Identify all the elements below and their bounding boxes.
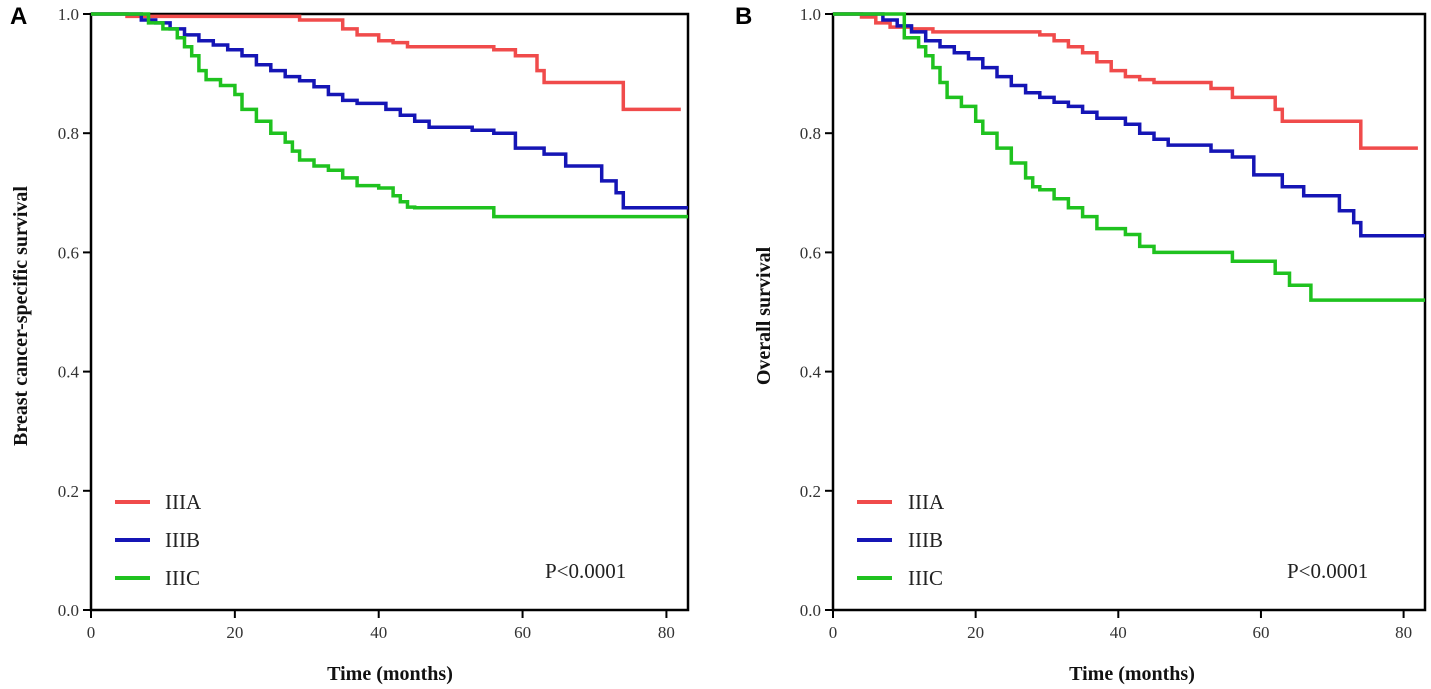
- panel-a-y-tick-label: 0.2: [58, 482, 79, 501]
- panel-b-curve-iiib: [833, 12, 1425, 238]
- panel-a-x-axis-title: Time (months): [327, 663, 453, 685]
- panel-a-axes: 0 20 40 60 80 0.0 0.2 0.4 0.6 0.8 1.0: [58, 5, 690, 642]
- panel-a-legend: IIIA IIIB IIIC: [115, 490, 202, 590]
- panel-b-y-tick-label: 0.2: [800, 482, 821, 501]
- panel-b-y-tick-label: 0.8: [800, 124, 821, 143]
- panel-a-x-tick-label: 20: [226, 623, 243, 642]
- panel-b-legend-label-iiia: IIIA: [908, 490, 945, 514]
- panel-a-y-tick-label: 0.4: [58, 363, 80, 382]
- panel-a-label: A: [10, 3, 27, 30]
- panel-a-plot-frame: [89, 12, 690, 612]
- panel-b-curves: [833, 12, 1425, 302]
- panel-a: A 0 20 40 60 80 0.0 0.2 0.4 0.6 0.8 1.0 Time (mont…: [10, 3, 690, 685]
- panel-b-plot-frame: [831, 12, 1427, 612]
- panel-b-x-tick-label: 20: [967, 623, 984, 642]
- panel-b-y-tick-label: 0.4: [800, 363, 822, 382]
- panel-a-y-tick-label: 1.0: [58, 5, 79, 24]
- panel-a-x-tick-label: 60: [514, 623, 531, 642]
- panel-b-x-tick-label: 40: [1110, 623, 1127, 642]
- panel-b-y-tick-label: 0.0: [800, 601, 821, 620]
- panel-a-curve-iiib: [91, 12, 688, 210]
- panel-a-y-axis-title: Breast cancer-specific survival: [10, 186, 32, 446]
- panel-b-x-tick-label: 80: [1395, 623, 1412, 642]
- panel-b-y-tick-label: 0.6: [800, 243, 821, 262]
- panel-b-label: B: [735, 3, 752, 30]
- panel-b-curve-iiia: [833, 12, 1418, 150]
- panel-b-y-axis-title: Overall survival: [753, 246, 775, 385]
- panel-a-legend-label-iiia: IIIA: [165, 490, 202, 514]
- panel-a-y-tick-label: 0.0: [58, 601, 79, 620]
- panel-a-curve-iiic: [91, 12, 688, 219]
- panel-a-legend-label-iiib: IIIB: [165, 528, 200, 552]
- panel-b-x-axis-title: Time (months): [1069, 663, 1195, 685]
- panel-a-y-tick-label: 0.8: [58, 124, 79, 143]
- panel-b: B 0 20 40 60 80 0.0 0.2 0.4 0.6 0.8 1.0 Time (mont…: [735, 3, 1427, 685]
- panel-b-x-tick-label: 60: [1252, 623, 1269, 642]
- panel-a-curve-iiia: [91, 12, 681, 112]
- panel-a-curves: [91, 12, 688, 219]
- panel-b-y-tick-label: 1.0: [800, 5, 821, 24]
- panel-a-p-value: P<0.0001: [545, 559, 626, 583]
- panel-a-legend-label-iiic: IIIC: [165, 566, 200, 590]
- panel-b-p-value: P<0.0001: [1287, 559, 1368, 583]
- panel-b-x-tick-label: 0: [829, 623, 838, 642]
- panel-a-x-tick-label: 0: [87, 623, 96, 642]
- panel-a-x-tick-label: 40: [370, 623, 387, 642]
- panel-b-curve-iiic: [833, 12, 1425, 302]
- panel-a-x-tick-label: 80: [658, 623, 675, 642]
- panel-a-y-tick-label: 0.6: [58, 243, 79, 262]
- panel-b-legend-label-iiic: IIIC: [908, 566, 943, 590]
- panel-b-axes: 0 20 40 60 80 0.0 0.2 0.4 0.6 0.8 1.0: [800, 5, 1427, 642]
- panel-b-legend-label-iiib: IIIB: [908, 528, 943, 552]
- panel-b-legend: IIIA IIIB IIIC: [857, 490, 945, 590]
